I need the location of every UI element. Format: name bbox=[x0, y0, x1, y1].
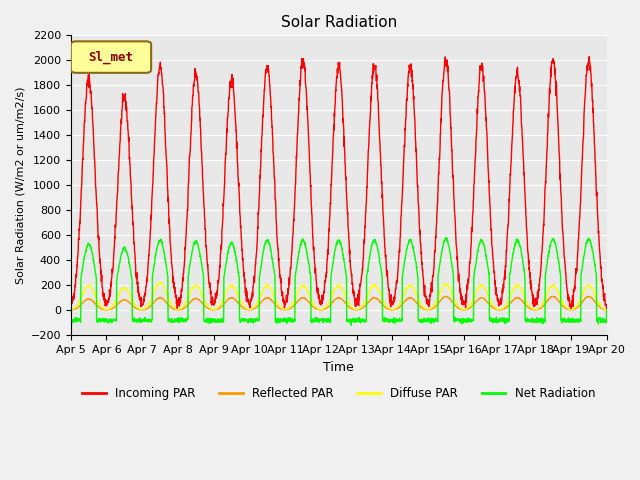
Legend: Incoming PAR, Reflected PAR, Diffuse PAR, Net Radiation: Incoming PAR, Reflected PAR, Diffuse PAR… bbox=[77, 382, 600, 404]
Incoming PAR bbox=[586, 54, 593, 60]
Net Radiation bbox=[348, 323, 355, 328]
Line: Diffuse PAR: Diffuse PAR bbox=[71, 282, 607, 310]
Reflected PAR bbox=[585, 293, 593, 299]
Net Radiation bbox=[67, 315, 75, 321]
Net Radiation bbox=[495, 319, 502, 324]
Net Radiation bbox=[442, 235, 450, 241]
Diffuse PAR bbox=[556, 292, 563, 298]
Net Radiation bbox=[216, 317, 224, 323]
Incoming PAR bbox=[216, 256, 224, 262]
Line: Reflected PAR: Reflected PAR bbox=[71, 296, 607, 310]
Reflected PAR bbox=[570, 306, 578, 312]
Reflected PAR bbox=[365, 298, 373, 304]
Reflected PAR bbox=[67, 307, 75, 313]
Incoming PAR bbox=[603, 307, 611, 313]
Reflected PAR bbox=[354, 307, 362, 312]
Net Radiation bbox=[366, 252, 374, 258]
Diffuse PAR bbox=[355, 306, 362, 312]
Incoming PAR bbox=[570, 288, 578, 294]
Diffuse PAR bbox=[157, 279, 164, 285]
Diffuse PAR bbox=[570, 305, 578, 311]
FancyBboxPatch shape bbox=[71, 41, 151, 73]
Reflected PAR bbox=[216, 305, 224, 311]
X-axis label: Time: Time bbox=[323, 360, 354, 373]
Diffuse PAR bbox=[366, 288, 374, 294]
Diffuse PAR bbox=[495, 307, 502, 312]
Reflected PAR bbox=[556, 299, 563, 305]
Incoming PAR bbox=[354, 291, 362, 297]
Text: Sl_met: Sl_met bbox=[88, 50, 134, 64]
Net Radiation bbox=[603, 307, 611, 313]
Line: Net Radiation: Net Radiation bbox=[71, 238, 607, 325]
Net Radiation bbox=[571, 316, 579, 322]
Reflected PAR bbox=[603, 307, 611, 313]
Net Radiation bbox=[556, 267, 563, 273]
Diffuse PAR bbox=[216, 302, 224, 308]
Reflected PAR bbox=[494, 307, 502, 313]
Y-axis label: Solar Radiation (W/m2 or um/m2/s): Solar Radiation (W/m2 or um/m2/s) bbox=[15, 86, 25, 284]
Title: Solar Radiation: Solar Radiation bbox=[280, 15, 397, 30]
Diffuse PAR bbox=[603, 307, 611, 313]
Line: Incoming PAR: Incoming PAR bbox=[71, 57, 607, 310]
Diffuse PAR bbox=[67, 307, 75, 312]
Incoming PAR bbox=[556, 151, 563, 156]
Incoming PAR bbox=[365, 123, 373, 129]
Net Radiation bbox=[355, 318, 362, 324]
Incoming PAR bbox=[67, 302, 75, 308]
Incoming PAR bbox=[494, 297, 502, 302]
